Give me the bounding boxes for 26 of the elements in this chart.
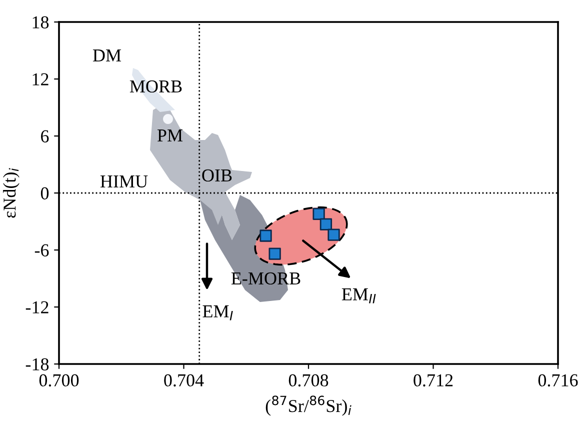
point bbox=[268, 248, 281, 260]
y-tick-label: 12 bbox=[32, 73, 48, 86]
y-tick-label: -6 bbox=[34, 244, 49, 256]
y-tick-label: -12 bbox=[26, 301, 48, 314]
y-tick-label: -18 bbox=[26, 358, 49, 370]
x-tick-label: 0.712 bbox=[414, 374, 453, 387]
point bbox=[312, 208, 325, 220]
annotation: EM$_{II}$ bbox=[342, 288, 376, 304]
x-tick-label: 0.708 bbox=[288, 374, 328, 387]
annotation: DM bbox=[92, 50, 122, 62]
annotation: PM bbox=[157, 130, 183, 142]
y-tick-label: 18 bbox=[32, 16, 49, 28]
x-tick-label: 0.704 bbox=[164, 374, 204, 387]
annotation: HIMU bbox=[100, 176, 148, 188]
x-tick-label: 0.700 bbox=[39, 374, 79, 387]
x-tick-label: 0.716 bbox=[538, 374, 578, 387]
point bbox=[320, 218, 332, 230]
annotation: OIB bbox=[202, 169, 232, 182]
y-axis-title: εNd(t)$_{i}$ bbox=[3, 168, 20, 218]
point bbox=[260, 230, 272, 242]
annotation: EM$_{I}$ bbox=[202, 305, 233, 320]
point bbox=[328, 228, 340, 241]
y-tick-label: 6 bbox=[41, 130, 49, 142]
y-tick-label: 0 bbox=[40, 187, 49, 200]
annotation: MORB bbox=[130, 80, 182, 93]
x-axis-title: ($^{87}$Sr/$^{86}$Sr)$_{i}$ bbox=[266, 396, 352, 416]
